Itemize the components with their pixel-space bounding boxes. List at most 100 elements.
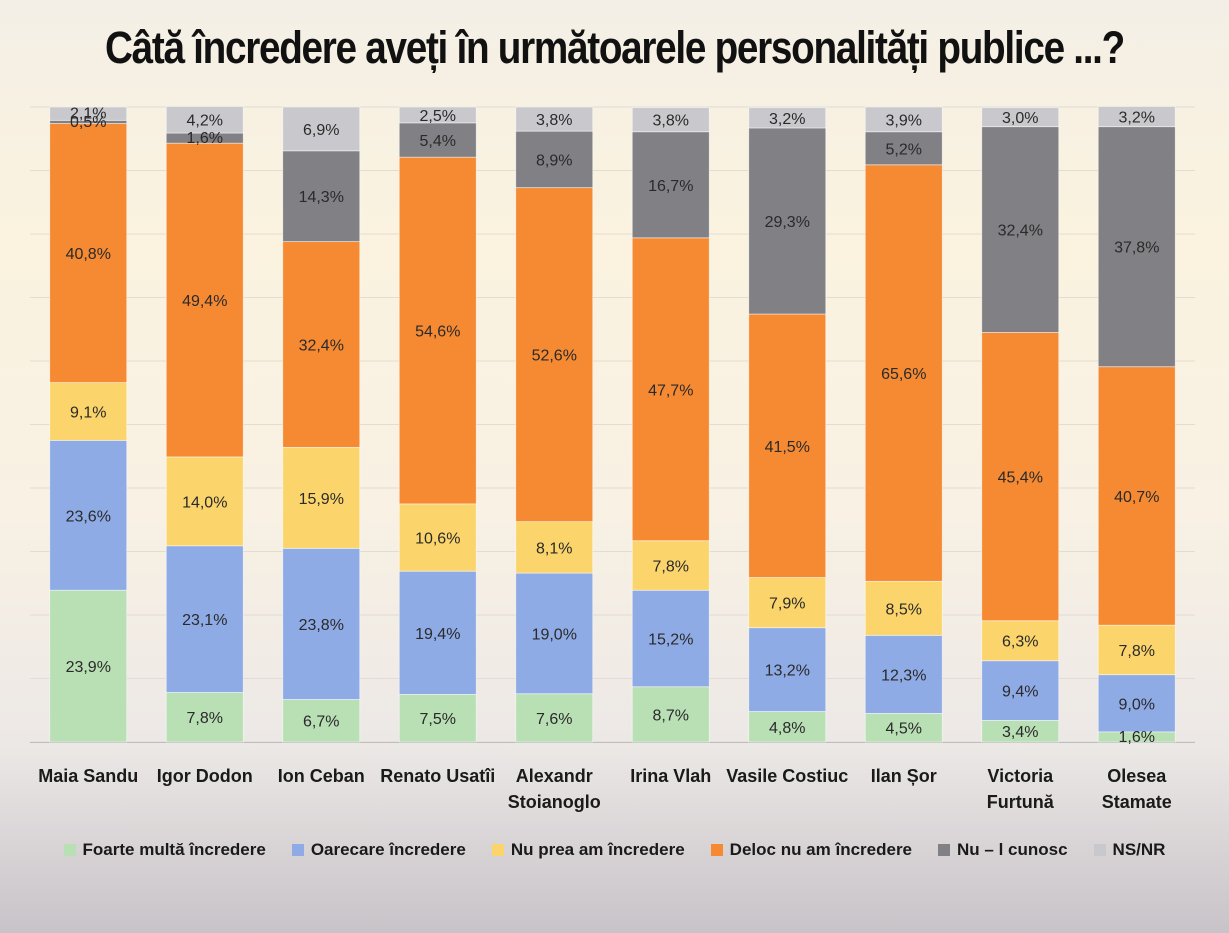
data-label: 45,4% [998, 470, 1043, 487]
bar-segment [864, 131, 943, 166]
data-label: 8,1% [536, 540, 572, 557]
bar-segment [864, 580, 943, 636]
legend-swatch [938, 844, 951, 856]
legend-swatch [291, 844, 304, 856]
bar-labels: 23,9% 23,6% 9,1% 40,8% 0,5%2,1% 7,8% 23,1% 14,0… [66, 106, 1160, 746]
data-label: 2,5% [420, 108, 456, 125]
bar-segment [631, 131, 710, 239]
data-label: 15,2% [648, 631, 693, 648]
data-label: 8,9% [536, 152, 572, 169]
data-label: 14,3% [299, 189, 344, 206]
bar-segment [165, 545, 244, 693]
legend-label: NS/NR [1112, 840, 1166, 859]
data-label: 7,8% [653, 558, 689, 575]
bar-segment [981, 107, 1060, 128]
data-label: 2,1% [70, 106, 106, 123]
bars [49, 105, 1176, 743]
category-label: Alexandr [516, 766, 593, 786]
data-label: 3,0% [1002, 110, 1038, 127]
legend-item: Foarte multă încredere [63, 840, 266, 860]
data-label: 3,2% [769, 111, 805, 128]
legend-swatch [1093, 844, 1106, 856]
data-label: 9,4% [1002, 684, 1038, 701]
data-label: 40,7% [1114, 489, 1159, 506]
bar-segment [864, 106, 943, 133]
legend-swatch [491, 844, 504, 856]
category-label: Vasile Costiuc [726, 766, 848, 786]
data-label: 3,9% [886, 112, 922, 129]
legend-item: Oarecare încredere [291, 840, 466, 860]
bar-segment [49, 106, 128, 121]
data-label: 4,8% [769, 720, 805, 737]
bar-segment [282, 106, 361, 152]
data-label: 23,1% [182, 612, 227, 629]
data-label: 4,5% [886, 721, 922, 738]
bar-segment [748, 627, 827, 712]
bar-segment [748, 127, 827, 315]
data-label: 8,5% [886, 601, 922, 618]
data-label: 6,7% [303, 714, 339, 731]
bar-segment [1097, 105, 1176, 128]
data-label: 19,4% [415, 626, 460, 643]
category-label: Renato Usatîi [380, 766, 495, 786]
bar-segment [398, 693, 477, 743]
x-axis: Maia Sandu Igor Dodon Ion Ceban Renato Usat… [38, 766, 1172, 812]
bar-segment [748, 107, 827, 129]
data-label: 3,4% [1002, 724, 1038, 741]
data-label: 1,6% [187, 130, 223, 147]
legend-label: Nu prea am încredere [510, 840, 685, 859]
data-label: 23,9% [66, 659, 111, 676]
category-label: Igor Dodon [157, 766, 253, 786]
data-label: 6,3% [1002, 634, 1038, 651]
data-label: 5,4% [420, 133, 456, 150]
category-label: Ilan Șor [871, 766, 937, 786]
bar-segment [515, 693, 594, 743]
data-label: 9,1% [70, 404, 106, 421]
data-label: 65,6% [881, 366, 926, 383]
bar-segment [398, 106, 477, 124]
bar-segment [515, 187, 594, 523]
data-label: 0,5% [70, 114, 106, 131]
bar-segment [165, 105, 244, 134]
data-label: 7,8% [1119, 643, 1155, 660]
bar-segment [631, 237, 710, 542]
bar-segment [49, 589, 128, 743]
data-label: 32,4% [299, 337, 344, 354]
chart-title: Câtă încredere aveți în următoarele pers… [104, 22, 1125, 73]
bar-segment [165, 142, 244, 458]
category-label: Stoianoglo [508, 792, 601, 812]
bar-segment [981, 620, 1060, 662]
data-label: 13,2% [765, 663, 810, 680]
data-label: 1,6% [1119, 729, 1155, 746]
category-label: Maia Sandu [38, 766, 138, 786]
data-label: 49,4% [182, 293, 227, 310]
legend: Foarte multă încredere Oarecare încredere… [0, 840, 1229, 860]
data-label: 7,8% [187, 710, 223, 727]
data-label: 23,8% [299, 617, 344, 634]
data-label: 3,2% [1119, 110, 1155, 127]
legend-item: Deloc nu am încredere [710, 840, 913, 860]
category-label: Irina Vlah [630, 766, 711, 786]
data-label: 7,9% [769, 596, 805, 613]
bar-segment [864, 164, 943, 582]
data-label: 3,8% [653, 113, 689, 130]
category-label: Furtună [987, 792, 1055, 812]
legend-label: Deloc nu am încredere [729, 840, 913, 859]
data-label: 32,4% [998, 223, 1043, 240]
bar-segment [49, 439, 128, 591]
legend-item: Nu – l cunosc [938, 840, 1068, 860]
bar-segment [1097, 674, 1176, 733]
bar-segment [282, 547, 361, 700]
data-label: 14,0% [182, 494, 227, 511]
bar-segment [398, 503, 477, 572]
bar-segment [282, 241, 361, 448]
data-label: 54,6% [415, 324, 460, 341]
bar-segment [398, 570, 477, 695]
bar-segment [981, 126, 1060, 333]
legend-item: Nu prea am încredere [491, 840, 685, 860]
data-label: 10,6% [415, 531, 460, 548]
bar-segment [282, 446, 361, 549]
bar-segment [631, 107, 710, 133]
bar-segment [515, 106, 594, 132]
data-label: 8,7% [653, 707, 689, 724]
